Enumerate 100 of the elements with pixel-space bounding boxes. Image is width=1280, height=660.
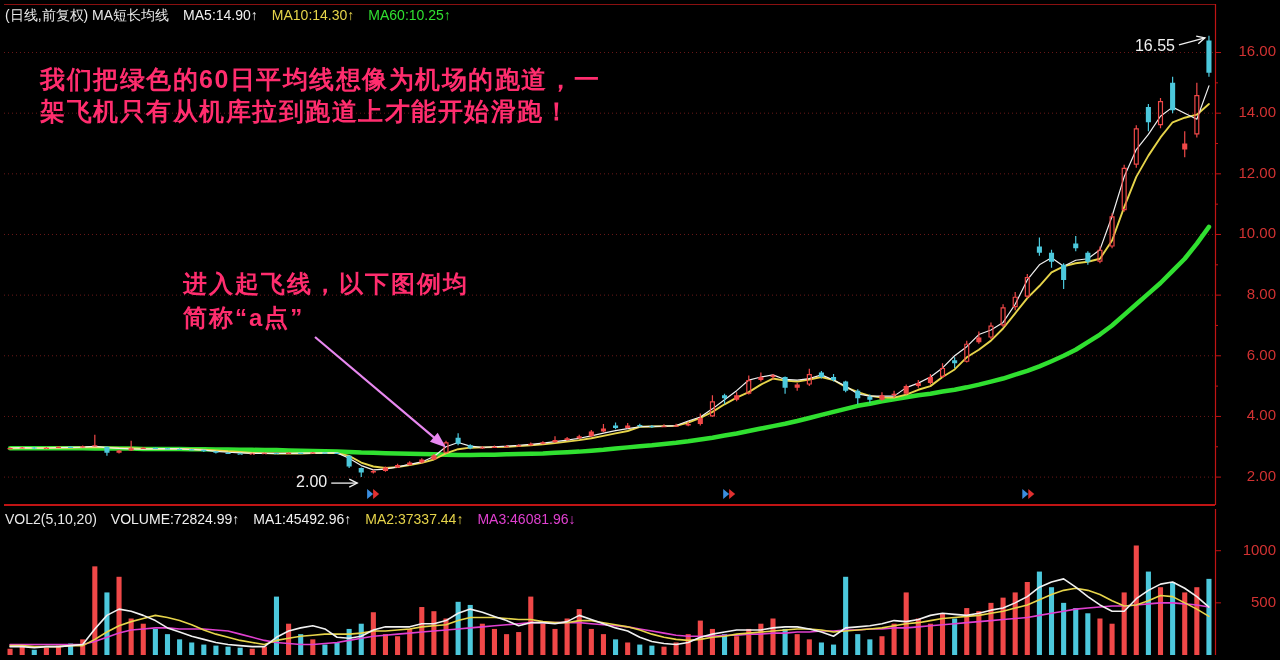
bar <box>273 596 280 655</box>
candlestick <box>552 436 558 443</box>
bar <box>140 623 146 655</box>
bar <box>1097 618 1103 655</box>
bar <box>225 646 231 655</box>
bar <box>395 636 401 655</box>
y-tick-label: 1000 <box>1242 540 1276 558</box>
candlestick <box>1206 35 1212 77</box>
y-tick-label: 6.00 <box>1246 345 1276 363</box>
bar <box>818 642 824 655</box>
bar <box>1182 592 1188 655</box>
bar <box>104 592 110 655</box>
candlestick <box>419 458 425 464</box>
bar <box>31 649 37 655</box>
bar <box>1048 587 1055 655</box>
candlestick <box>370 469 376 474</box>
annotation: VOLUME:72824.99↑ <box>110 511 240 527</box>
candlestick <box>564 437 570 441</box>
y-tick-label: 8.00 <box>1246 285 1276 303</box>
candlestick <box>358 467 364 478</box>
bar <box>1073 608 1079 655</box>
bar <box>7 648 13 655</box>
y-tick-label: 2.00 <box>1246 467 1276 485</box>
candlestick <box>600 424 606 433</box>
bar <box>382 634 389 655</box>
bar <box>164 634 171 655</box>
bar <box>249 648 255 655</box>
bar <box>673 642 679 655</box>
bar <box>734 636 740 655</box>
bar <box>516 632 522 655</box>
y-tick-label: 10.00 <box>1238 224 1276 242</box>
candlestick <box>116 449 122 454</box>
bar <box>1206 578 1212 655</box>
bar <box>1085 613 1091 655</box>
bar <box>855 634 861 655</box>
bar <box>625 642 631 655</box>
bar <box>116 576 122 655</box>
bar <box>261 646 267 655</box>
bar <box>1061 602 1067 655</box>
legend: MA5:14.90↑ MA10:14.30↑ MA60:10.25↑ <box>183 7 451 23</box>
annotation: 2.00 <box>296 473 328 491</box>
bar <box>613 639 619 655</box>
bar <box>843 576 849 655</box>
candlestick <box>915 380 921 388</box>
bar <box>879 636 885 655</box>
candlestick <box>334 452 340 455</box>
bar <box>310 639 316 655</box>
bar <box>504 634 510 655</box>
annotation: 16.55 <box>1134 37 1176 55</box>
bar <box>491 628 497 655</box>
bar <box>1000 597 1006 655</box>
bar <box>479 623 485 655</box>
candlestick <box>1170 76 1176 114</box>
bar <box>19 646 25 655</box>
bar <box>1012 592 1018 655</box>
line-series <box>9 602 1210 646</box>
bar <box>1157 587 1164 655</box>
y-tick-label: 12.00 <box>1238 163 1276 181</box>
candlestick <box>782 376 788 394</box>
bar <box>334 642 340 655</box>
bar <box>201 644 207 655</box>
candlestick <box>576 434 582 439</box>
candlestick <box>7 447 13 450</box>
candlestick <box>734 392 740 402</box>
candlestick <box>843 380 849 393</box>
candlestick <box>855 389 861 405</box>
bar <box>830 644 837 655</box>
candlestick <box>1085 251 1091 265</box>
candlestick <box>177 448 183 451</box>
candlestick <box>467 444 473 450</box>
candlestick <box>770 373 776 380</box>
bar <box>1194 587 1200 655</box>
candlestick <box>1048 249 1055 268</box>
bar <box>588 628 594 655</box>
candlestick <box>867 394 873 403</box>
bar <box>867 639 873 655</box>
candlestick <box>249 452 255 455</box>
bar <box>322 644 328 655</box>
y-tick-label: 14.00 <box>1238 103 1276 121</box>
bar <box>1109 623 1115 655</box>
bar <box>43 647 49 655</box>
chart-title: (日线,前复权) MA短长均线 <box>5 7 170 23</box>
candlestick <box>346 455 352 468</box>
candlestick <box>818 370 824 379</box>
bar <box>1133 545 1139 655</box>
bar <box>600 634 606 655</box>
y-tick-label: 500 <box>1250 592 1276 610</box>
bar <box>92 566 98 655</box>
candlestick <box>382 466 389 472</box>
candlestick <box>661 424 667 428</box>
candlestick <box>431 454 437 461</box>
bar <box>564 618 570 655</box>
candlestick <box>540 441 546 445</box>
candlestick <box>1182 131 1188 158</box>
candlestick <box>1061 263 1067 290</box>
annotation: 我们把绿色的60日平均线想像为机场的跑道，一架飞机只有从机库拉到跑道上才能开始滑跑！ <box>39 65 601 125</box>
bar <box>927 623 933 655</box>
candlestick <box>758 372 764 382</box>
candlestick <box>104 446 110 456</box>
bar <box>1024 582 1030 655</box>
